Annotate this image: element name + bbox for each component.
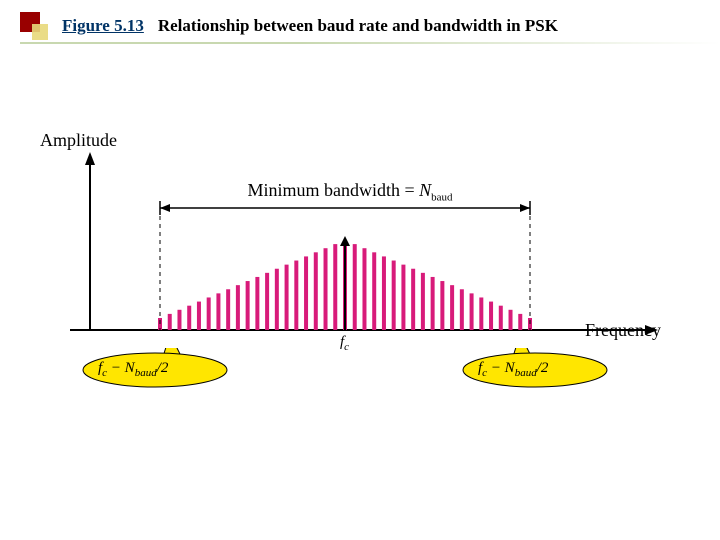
x-axis-label: Frequency <box>585 320 661 341</box>
callout-right: fc − Nbaud/2 <box>450 348 620 418</box>
callout-right-text: fc − Nbaud/2 <box>478 360 548 379</box>
figure-header: Figure 5.13 Relationship between baud ra… <box>20 12 700 40</box>
center-frequency-label: fc <box>340 334 349 353</box>
callout-left: fc − Nbaud/2 <box>70 348 240 418</box>
y-axis-label: Amplitude <box>40 130 117 151</box>
bullet-icon <box>20 12 48 40</box>
bandwidth-label: Minimum bandwidth = Nbaud <box>210 180 490 204</box>
callout-left-text: fc − Nbaud/2 <box>98 360 168 379</box>
title-underline <box>20 42 720 44</box>
figure-title: Relationship between baud rate and bandw… <box>158 16 558 36</box>
figure-label: Figure 5.13 <box>62 16 144 36</box>
psk-bandwidth-diagram: Amplitude Frequency Minimum bandwidth = … <box>30 130 670 410</box>
